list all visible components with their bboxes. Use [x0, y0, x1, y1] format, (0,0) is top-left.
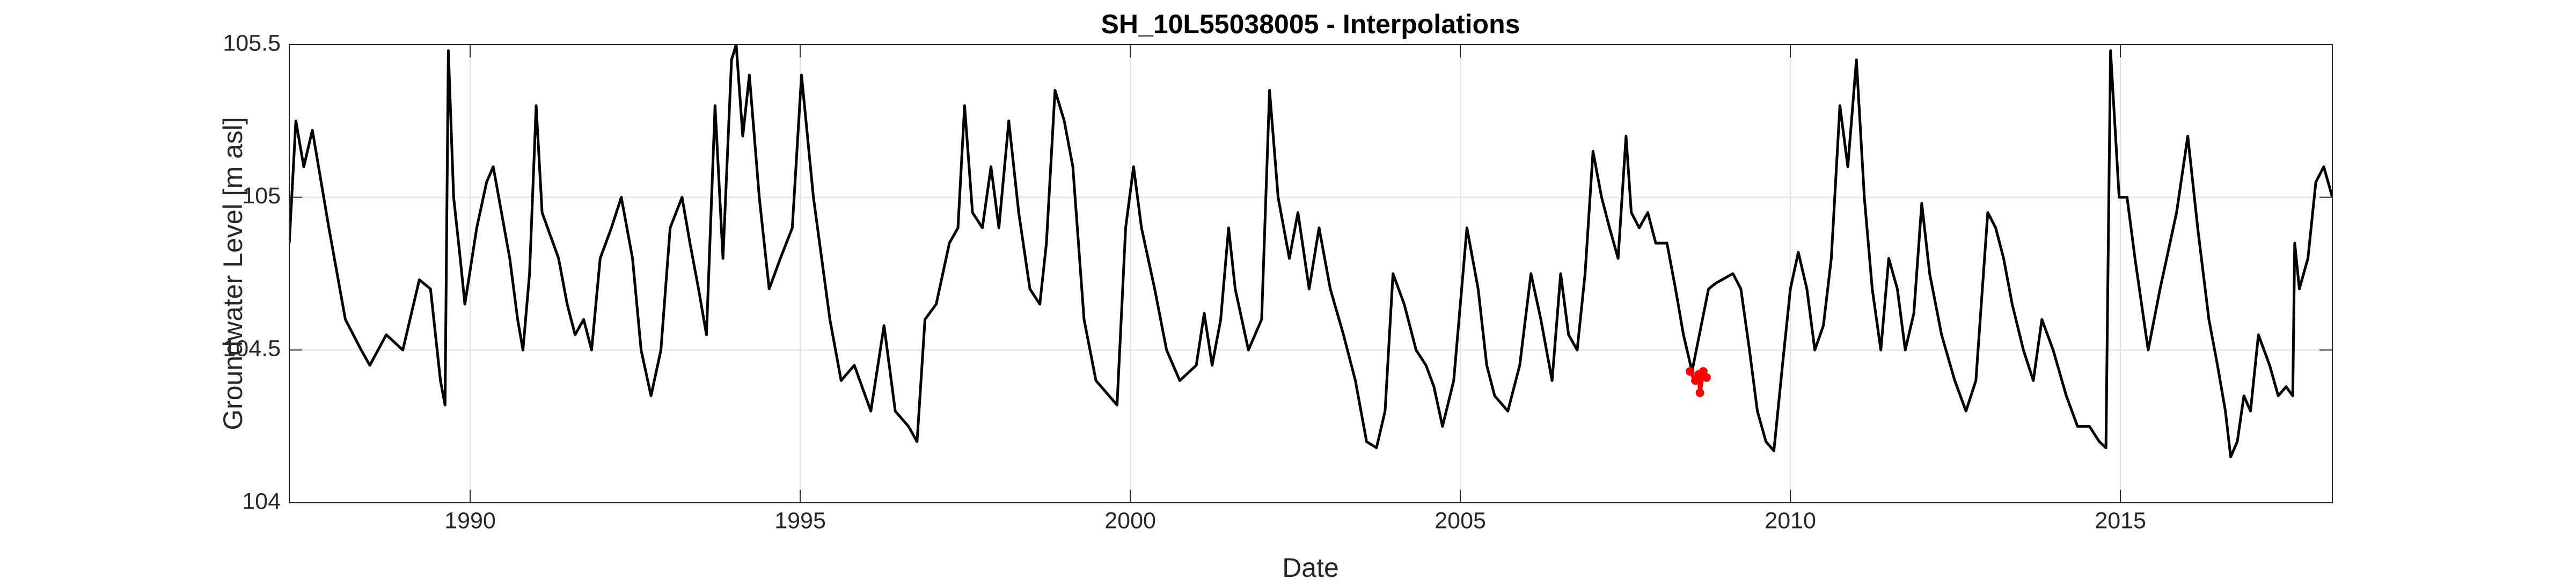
x-tick-label: 2000: [1104, 508, 1156, 533]
series-layer: [289, 45, 2332, 459]
x-tick-label: 2010: [1765, 508, 1816, 533]
axes-box: [289, 44, 2333, 503]
y-tick-label: 105.5: [223, 30, 281, 56]
y-axis-label: Groundwater Level [m asl]: [218, 117, 248, 430]
interpolated-point: [1686, 367, 1695, 376]
ticks: 1990 1995 2000 2005 2010 2015 104 104.5 105 105.5: [223, 30, 2332, 533]
x-axis-label: Date: [1282, 553, 1339, 583]
x-tick-label: 1995: [774, 508, 826, 533]
y-tick-label: 104: [242, 488, 281, 514]
y-tick-label: 104.5: [223, 336, 281, 362]
x-tick-label: 2005: [1435, 508, 1486, 533]
series-line: [289, 45, 2332, 459]
x-tick-label: 2015: [2095, 508, 2146, 533]
x-tick-label: 1990: [444, 508, 496, 533]
chart-title: SH_10L55038005 - Interpolations: [1101, 9, 1520, 39]
interpolated-point: [1702, 373, 1711, 382]
y-tick-label: 105: [242, 183, 281, 209]
interpolated-point: [1695, 388, 1704, 398]
